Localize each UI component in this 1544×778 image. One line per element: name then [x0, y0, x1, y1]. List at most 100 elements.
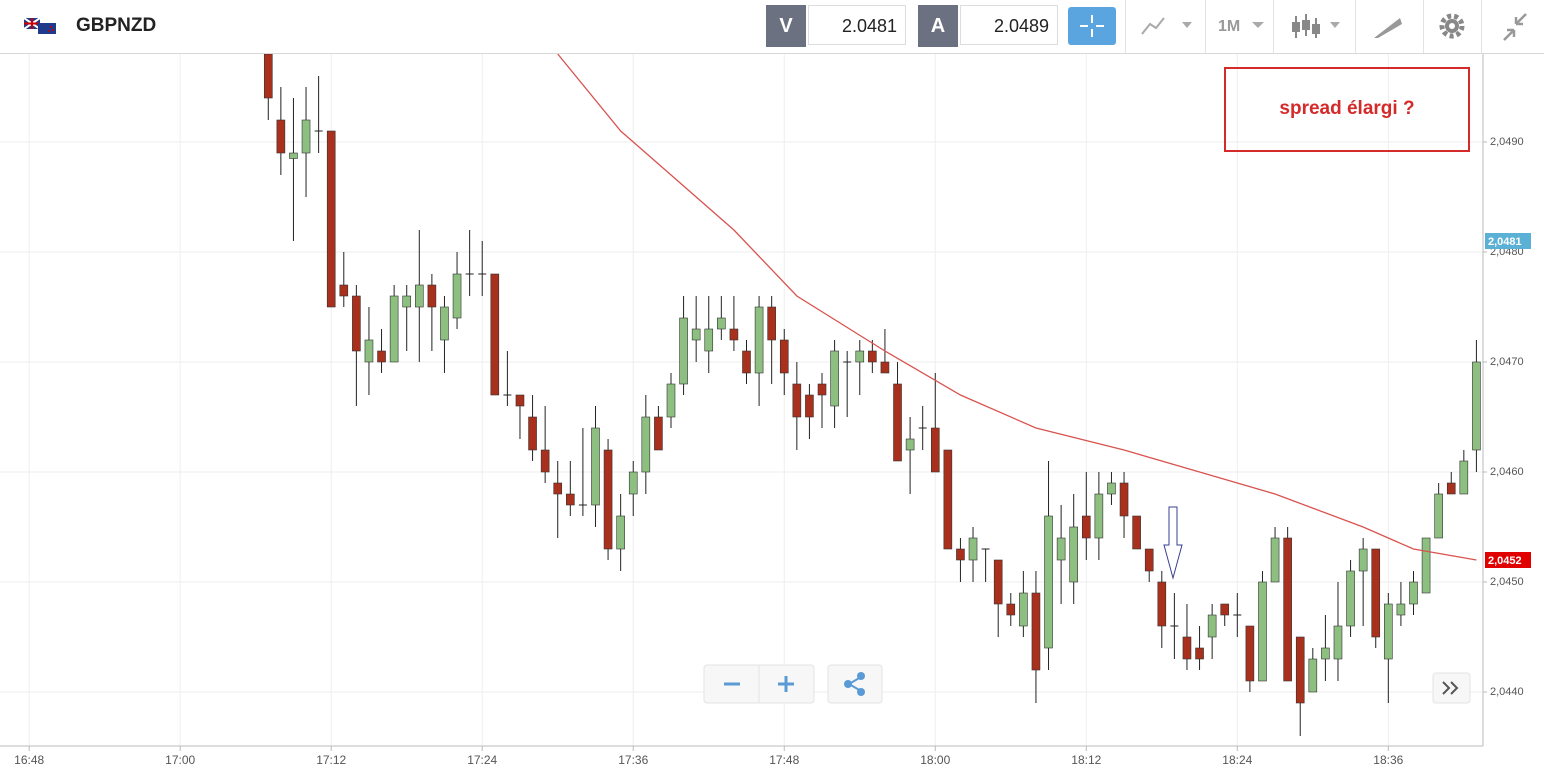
y-tick-label: 2,0450 [1490, 576, 1524, 588]
candle-body [1107, 482, 1116, 495]
candle-body [767, 306, 776, 341]
x-tick-label: 18:00 [920, 753, 950, 767]
share-dot [857, 688, 865, 696]
candle-body [679, 317, 688, 385]
candle-body [377, 350, 386, 363]
candle-body [1144, 548, 1154, 572]
candle-body [1358, 548, 1368, 572]
annotation: spread élargi ? [1279, 98, 1414, 119]
candle-body [478, 273, 487, 275]
candle-body [843, 361, 852, 363]
draw-button[interactable] [1355, 0, 1424, 53]
candle-body [1270, 537, 1280, 583]
candle-body [1459, 460, 1469, 495]
candle-body [729, 328, 739, 341]
symbol: GBPNZD [76, 15, 157, 36]
candle-body [704, 328, 714, 352]
price-tag [1485, 233, 1531, 249]
candle-body [1409, 581, 1418, 605]
x-tick-label: 18:12 [1071, 753, 1101, 767]
x-tick-label: 17:36 [618, 753, 648, 767]
candle-body [389, 295, 399, 363]
x-tick-label: 17:12 [316, 753, 346, 767]
candle-body [503, 394, 512, 396]
candle-body [742, 350, 751, 374]
chart-type-button[interactable] [1273, 0, 1356, 53]
candle-body [591, 427, 600, 506]
candle-body [1446, 482, 1456, 495]
candle-body [263, 54, 273, 99]
share-dot [844, 680, 852, 688]
candle-body [1258, 581, 1267, 682]
candle-body [515, 394, 525, 407]
price-tag-label: 2,0452 [1488, 555, 1522, 567]
candle-body [1434, 493, 1443, 539]
candle-body [276, 119, 286, 154]
candle-body [956, 548, 965, 561]
candle-body [452, 273, 462, 319]
candle-body [339, 284, 349, 297]
timeframe-button[interactable]: 1M [1205, 0, 1274, 53]
candle-body [427, 284, 437, 308]
x-tick-label: 16:48 [14, 753, 44, 767]
candle-body [1019, 592, 1028, 627]
indicator-button[interactable] [1125, 0, 1206, 53]
moving-average [557, 54, 1477, 561]
candle-body [1094, 493, 1104, 539]
share-button[interactable] [827, 664, 883, 704]
candle-body [930, 427, 940, 473]
candle-body [1119, 482, 1129, 517]
zoom-in[interactable] [778, 676, 794, 692]
candle-body [289, 152, 298, 159]
settings-button[interactable] [1423, 0, 1482, 53]
candle-body [364, 339, 374, 363]
candle-body [1421, 537, 1431, 594]
flags [24, 18, 56, 34]
chart: spread élargi ? 2,0440 2,0450 2,0460 2,0470… [0, 54, 1531, 767]
collapse-button[interactable] [1481, 0, 1544, 53]
candle-body [817, 383, 827, 396]
candle-body [540, 449, 550, 473]
candle-body [528, 416, 537, 451]
plot-area [263, 54, 1481, 736]
candle-body [1295, 636, 1305, 704]
candle-body [628, 471, 638, 495]
candle-body [918, 427, 927, 429]
candle-body [754, 306, 764, 374]
candle-body [352, 295, 361, 352]
zoom-controls [703, 664, 1471, 704]
scroll-icon [1442, 681, 1459, 695]
scroll-end-button[interactable] [1432, 672, 1471, 704]
price-tag [1485, 552, 1531, 568]
crosshair-button[interactable] [1068, 7, 1116, 45]
candle-body [666, 383, 676, 418]
candle-body [1384, 603, 1393, 660]
candle-body [1233, 614, 1242, 616]
candle-body [465, 273, 474, 275]
candle-body [1044, 515, 1053, 649]
candle-body [1006, 603, 1016, 616]
candle-body [326, 130, 336, 308]
y-tick-label: 2,0460 [1490, 466, 1524, 478]
candle-body [1333, 625, 1343, 660]
candle-body [1081, 515, 1091, 539]
candle-body [616, 515, 625, 550]
candle-body [641, 416, 651, 473]
candle-body [414, 284, 424, 308]
candle-body [868, 350, 877, 363]
candle-body [993, 559, 1003, 605]
y-tick-label: 2,0440 [1490, 686, 1524, 698]
x-tick-label: 17:24 [467, 753, 497, 767]
candle-body [490, 273, 500, 396]
candle-body [402, 295, 412, 308]
candle-body [1132, 515, 1141, 550]
candle-body [1245, 625, 1255, 682]
candle-body [440, 306, 449, 341]
buy-button[interactable]: A [918, 5, 958, 47]
sell-button[interactable]: V [766, 5, 806, 47]
candle-body [1220, 603, 1230, 616]
candle-body [566, 493, 575, 506]
candle-body [943, 449, 953, 550]
candle-body [1396, 603, 1406, 616]
candle-body [553, 482, 563, 495]
